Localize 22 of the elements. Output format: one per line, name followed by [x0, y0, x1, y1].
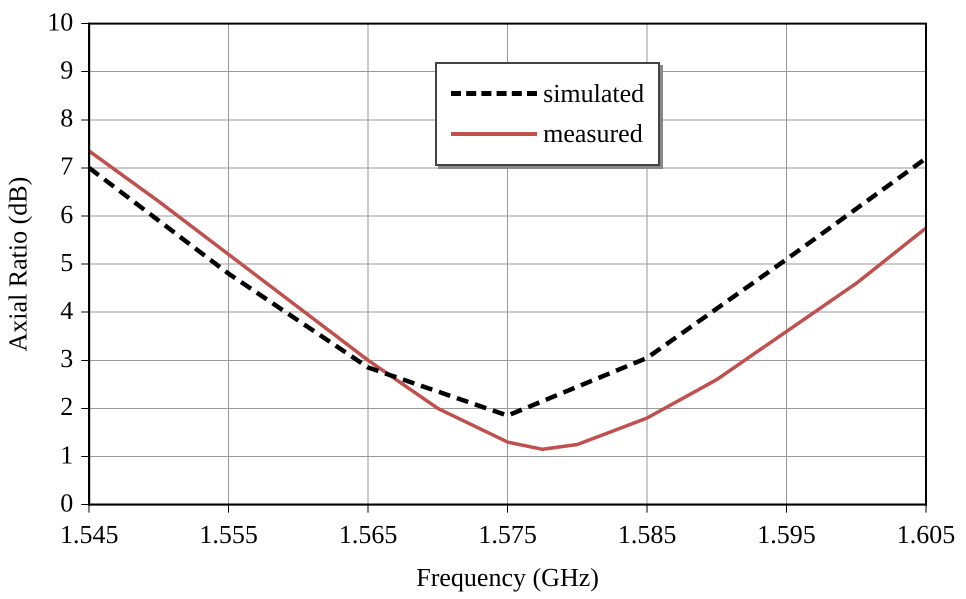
y-tick-label: 8: [60, 104, 74, 133]
x-axis-title: Frequency (GHz): [416, 563, 599, 592]
y-tick-label: 3: [60, 344, 74, 374]
x-tick-label: 1.555: [199, 520, 258, 550]
legend-label: measured: [543, 118, 643, 149]
x-tick-label: 1.565: [338, 520, 398, 550]
y-tick-label: 7: [60, 152, 74, 181]
y-tick-label: 6: [60, 200, 74, 229]
y-tick-label: 0: [60, 488, 74, 518]
x-tick-label: 1.585: [618, 520, 676, 550]
y-tick-label: 9: [60, 56, 74, 85]
y-tick-label: 10: [47, 7, 74, 36]
y-axis-title: Axial Ratio (dB): [3, 176, 32, 352]
x-tick-label: 1.545: [60, 520, 118, 550]
y-tick-label: 1: [60, 440, 74, 470]
x-tick-label: 1.605: [896, 520, 956, 550]
y-tick-label: 5: [60, 248, 74, 277]
y-tick-label: 2: [60, 392, 74, 422]
x-tick-label: 1.575: [478, 520, 537, 550]
x-tick-label: 1.595: [757, 520, 816, 550]
y-tick-label: 4: [60, 296, 74, 326]
legend-label: simulated: [543, 78, 644, 109]
